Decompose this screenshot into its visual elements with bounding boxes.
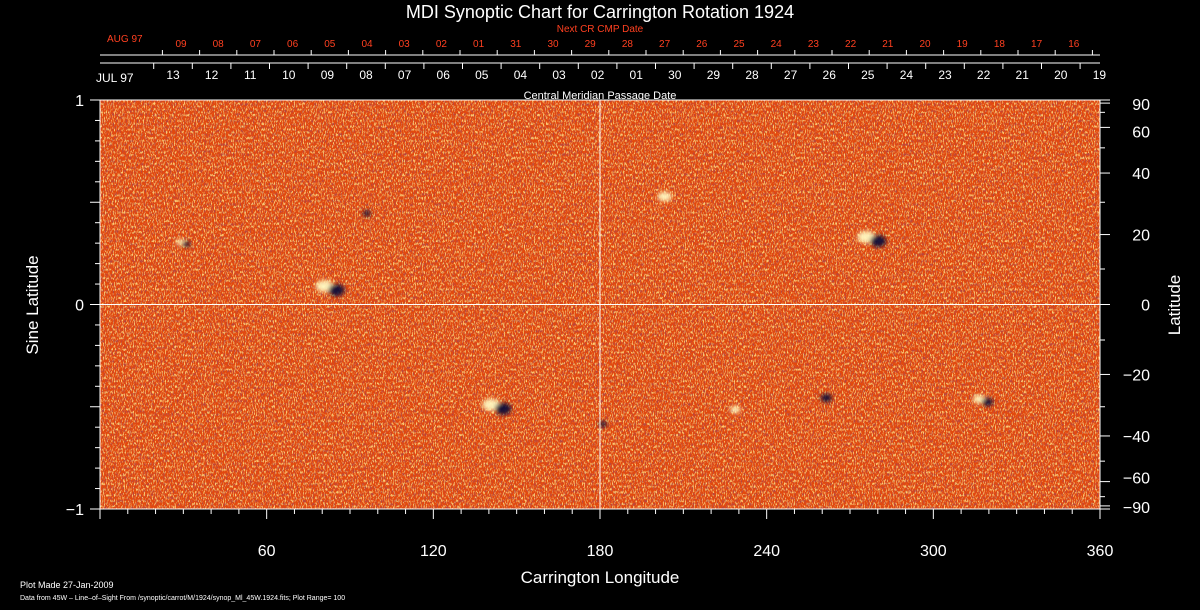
top-date-label: 12 [205, 68, 219, 82]
region-negative [328, 284, 345, 297]
next-axis-label: Next CR CMP Date [557, 24, 644, 35]
next-date-label: 06 [287, 39, 299, 50]
top-date-label: 04 [514, 68, 528, 82]
left-y-axis-ticks: 1 0 −1 [66, 93, 100, 519]
next-date-label: 01 [473, 39, 485, 50]
top-axis-label: Central Meridian Passage Date [524, 90, 677, 102]
next-date-label: 21 [882, 39, 894, 50]
top-date-label: 21 [1016, 68, 1030, 82]
left-y-tick-label: 1 [75, 93, 84, 110]
region-negative [182, 241, 191, 248]
region-negative [870, 235, 887, 248]
next-date-label: 28 [622, 39, 634, 50]
next-date-label: 31 [510, 39, 522, 50]
top-date-label: 07 [398, 68, 412, 82]
right-y-tick-label: −40 [1123, 429, 1150, 446]
right-y-tick-label: 60 [1132, 124, 1150, 141]
top-axis-month: JUL 97 [96, 71, 134, 85]
next-date-labels: 09 08 07 06 05 04 03 02 01 31 30 29 28 27 26 25 24 23 22 21… [161, 39, 1093, 55]
next-date-label: 23 [808, 39, 820, 50]
right-y-tick-label: −90 [1123, 500, 1150, 517]
next-date-label: 05 [324, 39, 336, 50]
next-date-label: 22 [845, 39, 857, 50]
next-date-label: 29 [585, 39, 597, 50]
x-tick-label: 300 [920, 543, 947, 560]
next-date-label: 18 [994, 39, 1006, 50]
right-y-tick-label: −60 [1123, 471, 1150, 488]
x-tick-label: 360 [1087, 543, 1114, 560]
next-date-label: 03 [399, 39, 411, 50]
top-date-label: 29 [707, 68, 721, 82]
top-date-label: 01 [630, 68, 644, 82]
left-y-tick-label: 0 [75, 298, 84, 315]
region-positive [729, 406, 741, 414]
region-negative [981, 397, 994, 407]
right-y-tick-label: −20 [1123, 367, 1150, 384]
top-date-label: 22 [977, 68, 991, 82]
right-y-tick-label: 20 [1132, 228, 1150, 245]
next-date-label: 17 [1031, 39, 1043, 50]
top-date-label: 02 [591, 68, 605, 82]
right-y-tick-label: 40 [1132, 166, 1150, 183]
top-date-label: 24 [900, 68, 914, 82]
top-date-label: 25 [861, 68, 875, 82]
next-date-label: 24 [771, 39, 783, 50]
top-date-label: 10 [282, 68, 296, 82]
chart-title: MDI Synoptic Chart for Carrington Rotati… [406, 2, 794, 22]
top-date-labels: 13 12 11 10 09 08 07 06 05 04 03 02 01 30 29 28 27 26 25 24… [153, 63, 1107, 82]
top-date-label: 13 [166, 68, 180, 82]
top-date-label: 20 [1054, 68, 1068, 82]
right-y-tick-label: 90 [1132, 97, 1150, 114]
next-date-label: 16 [1068, 39, 1080, 50]
region-negative [599, 421, 607, 428]
right-y-tick-label: 0 [1141, 298, 1150, 315]
top-date-axes: Next CR CMP Date AUG 97 JUL 97 Central M… [96, 24, 1106, 102]
next-date-label: 30 [547, 39, 559, 50]
next-date-label: 08 [213, 39, 225, 50]
right-y-axis-ticks: 90 60 40 20 0 −20 −40 −60 −90 [1100, 97, 1150, 517]
data-source-text: Data from 45W – Line–of–Sight From /syno… [20, 595, 345, 602]
x-tick-label: 240 [753, 543, 780, 560]
top-date-label: 27 [784, 68, 798, 82]
top-date-label: 05 [475, 68, 489, 82]
x-tick-label: 120 [420, 543, 447, 560]
top-date-label: 06 [437, 68, 451, 82]
plot-made-text: Plot Made 27-Jan-2009 [20, 580, 114, 590]
active-regions [175, 191, 994, 428]
plot-area [99, 99, 1101, 510]
next-date-label: 19 [957, 39, 969, 50]
left-y-axis-label: Sine Latitude [23, 255, 42, 354]
top-date-label: 30 [668, 68, 682, 82]
top-date-label: 26 [823, 68, 837, 82]
next-date-label: 20 [919, 39, 931, 50]
top-date-label: 23 [938, 68, 952, 82]
region-negative [495, 402, 512, 415]
next-date-label: 09 [175, 39, 187, 50]
next-date-label: 25 [733, 39, 745, 50]
next-date-label: 04 [361, 39, 373, 50]
next-axis-month: AUG 97 [107, 34, 143, 45]
x-axis-ticks: 60 120 180 240 300 360 [99, 509, 1114, 560]
x-axis-label: Carrington Longitude [521, 568, 680, 587]
left-y-tick-label: −1 [66, 502, 84, 519]
next-date-label: 02 [436, 39, 448, 50]
region-negative [820, 393, 833, 403]
x-tick-label: 180 [587, 543, 614, 560]
right-y-axis-label: Latitude [1165, 275, 1184, 336]
x-tick-label: 60 [258, 543, 276, 560]
top-date-label: 09 [321, 68, 335, 82]
next-date-label: 27 [659, 39, 671, 50]
next-date-label: 26 [696, 39, 708, 50]
region-negative [362, 210, 371, 217]
top-date-label: 11 [244, 68, 257, 82]
top-date-label: 08 [359, 68, 373, 82]
top-date-label: 19 [1093, 68, 1107, 82]
top-date-label: 03 [552, 68, 566, 82]
next-date-label: 07 [250, 39, 262, 50]
top-date-label: 28 [745, 68, 759, 82]
region-positive [657, 191, 672, 202]
